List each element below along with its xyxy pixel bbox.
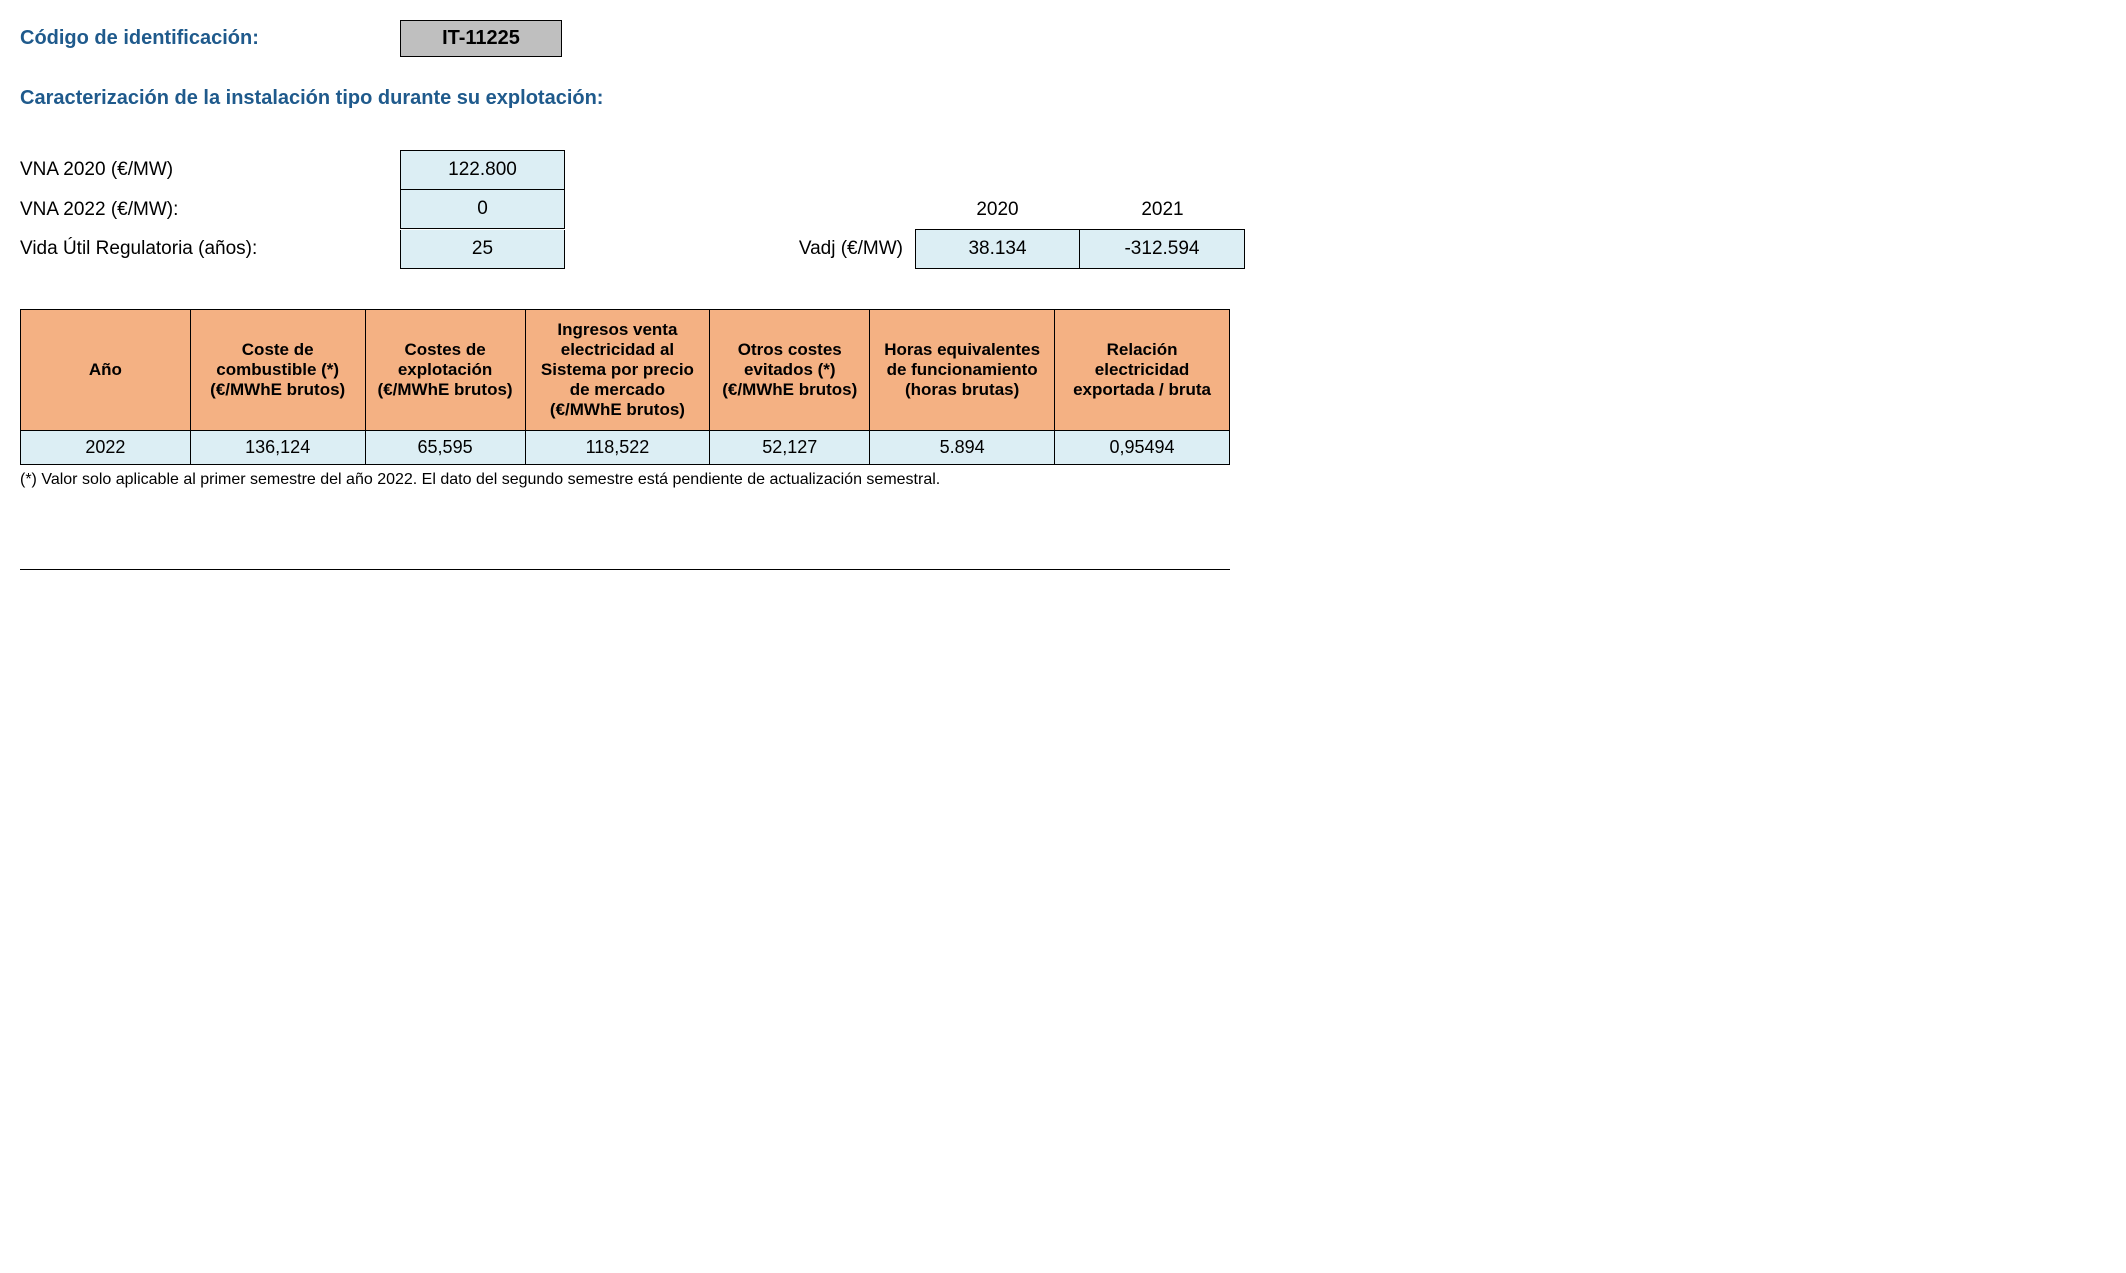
divider-line (20, 569, 1230, 570)
vadj-2020-value: 38.134 (915, 229, 1080, 269)
vida-value: 25 (400, 230, 565, 269)
vida-label: Vida Útil Regulatoria (años): (20, 230, 400, 268)
vadj-label: Vadj (€/MW) (785, 238, 915, 260)
col-horas: Horas equivalentes de funcionamiento (ho… (870, 310, 1055, 431)
col-explotacion: Costes de explotación (€/MWhE brutos) (365, 310, 525, 431)
code-value-box: IT-11225 (400, 20, 562, 57)
table-row: 2022 136,124 65,595 118,522 52,127 5.894… (21, 431, 1230, 465)
footnote-text: (*) Valor solo aplicable al primer semes… (20, 471, 2106, 489)
vna2020-label: VNA 2020 (€/MW) (20, 151, 400, 189)
cell-horas: 5.894 (870, 431, 1055, 465)
cell-relacion: 0,95494 (1055, 431, 1230, 465)
cell-combustible: 136,124 (190, 431, 365, 465)
vadj-2021-value: -312.594 (1080, 229, 1245, 269)
col-relacion: Relación electricidad exportada / bruta (1055, 310, 1230, 431)
col-ingresos: Ingresos venta electricidad al Sistema p… (525, 310, 710, 431)
cell-otros-costes: 52,127 (710, 431, 870, 465)
vadj-year-2020: 2020 (915, 191, 1080, 229)
cell-ano: 2022 (21, 431, 191, 465)
col-combustible: Coste de combustible (*) (€/MWhE brutos) (190, 310, 365, 431)
vna2022-label: VNA 2022 (€/MW): (20, 191, 400, 229)
code-label: Código de identificación: (20, 27, 400, 50)
col-ano: Año (21, 310, 191, 431)
vna2020-value: 122.800 (400, 150, 565, 190)
cell-explotacion: 65,595 (365, 431, 525, 465)
section-title: Caracterización de la instalación tipo d… (20, 87, 2106, 110)
main-data-table: Año Coste de combustible (*) (€/MWhE bru… (20, 309, 1230, 465)
table-header-row: Año Coste de combustible (*) (€/MWhE bru… (21, 310, 1230, 431)
col-otros-costes: Otros costes evitados (*) (€/MWhE brutos… (710, 310, 870, 431)
vadj-year-2021: 2021 (1080, 191, 1245, 229)
cell-ingresos: 118,522 (525, 431, 710, 465)
identification-row: Código de identificación: IT-11225 (20, 20, 2106, 57)
parameters-grid: VNA 2020 (€/MW) 122.800 VNA 2022 (€/MW):… (20, 150, 2106, 269)
vna2022-value: 0 (400, 190, 565, 229)
